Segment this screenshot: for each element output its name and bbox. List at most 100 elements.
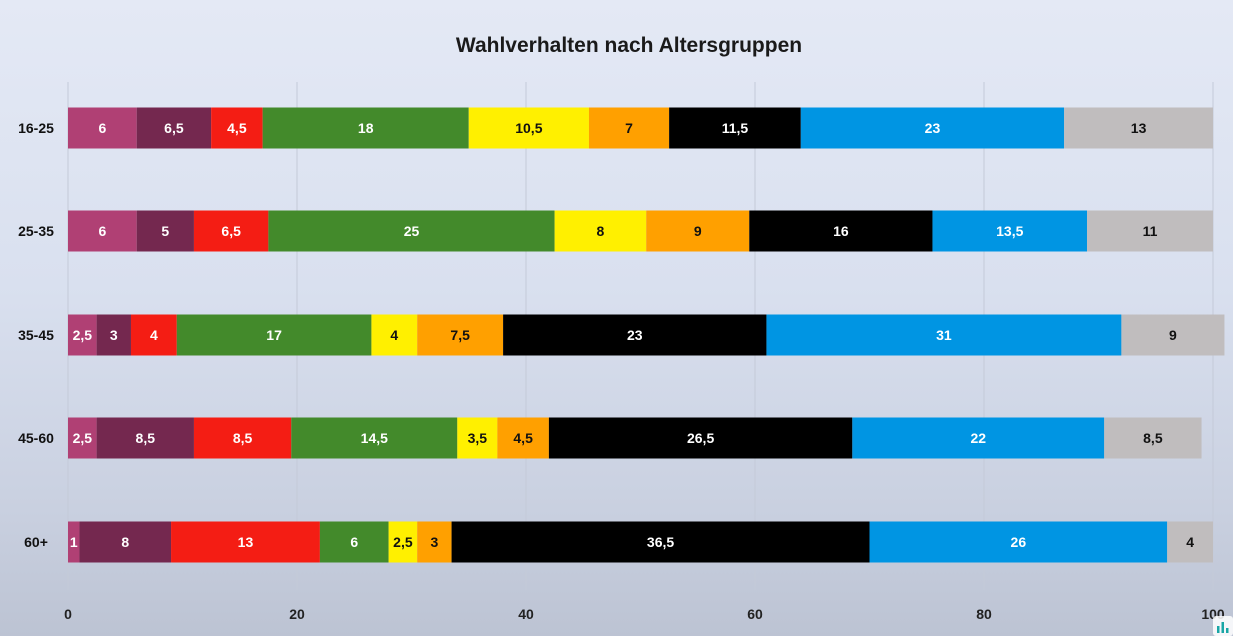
bar-segment [96,314,131,356]
data-label: 8,5 [1143,430,1163,446]
data-label: 23 [925,120,941,136]
data-label: 26 [1011,534,1027,550]
bar-segment [130,314,177,356]
bar-segment [932,210,1088,252]
data-label: 6 [98,120,106,136]
bar-segment [171,521,320,563]
x-tick-label: 40 [518,606,534,622]
bar-segment [669,107,801,149]
data-label: 9 [1169,327,1177,343]
data-label: 10,5 [515,120,542,136]
data-label: 1 [70,534,78,550]
data-label: 26,5 [687,430,714,446]
data-label: 3 [431,534,439,550]
bar-segment [136,210,194,252]
bar-segment [588,107,670,149]
data-label: 9 [694,223,702,239]
data-label: 6,5 [164,120,184,136]
data-label: 6 [98,223,106,239]
data-label: 8 [121,534,129,550]
bar-segment [852,417,1105,459]
data-label: 2,5 [393,534,413,550]
category-label: 45-60 [18,430,54,446]
bar-segment [96,417,194,459]
bar-segment [68,210,137,252]
x-tick-label: 80 [976,606,992,622]
data-label: 23 [627,327,643,343]
data-label: 4 [390,327,398,343]
data-label: 5 [161,223,169,239]
bar-segment [136,107,212,149]
data-label: 3 [110,327,118,343]
bar-segment [468,107,589,149]
bar-segment [1121,314,1225,356]
data-label: 36,5 [647,534,674,550]
data-label: 11,5 [722,120,749,136]
bar-segment [457,417,498,459]
category-labels: 16-25 25-35 35-45 45-60 60+ [18,120,54,550]
bar-segment [497,417,549,459]
category-label: 16-25 [18,120,54,136]
bars: 6 6,5 4,5 18 10,5 7 11,5 23 136 5 6,5 25 8 9 16 13,5 112… [68,107,1225,563]
data-label: 3,5 [468,430,488,446]
data-label: 4 [1186,534,1194,550]
bar-segment [1167,521,1213,563]
data-label: 16 [833,223,849,239]
bar-segment [68,107,137,149]
x-axis-ticks: 0 20 40 60 80 100 [64,606,1225,622]
bar-segment [68,314,97,356]
bar-segment [554,210,647,252]
bar-segment [68,521,80,563]
bar-segment [646,210,750,252]
bar-segment [176,314,372,356]
bar-chart-logo-icon [1213,616,1233,636]
bar-segment [371,314,418,356]
data-label: 4 [150,327,158,343]
bar-segment [262,107,469,149]
bar-segment [193,210,269,252]
data-label: 13 [238,534,254,550]
data-label: 6 [350,534,358,550]
data-label: 13 [1131,120,1147,136]
bar-segment [68,417,97,459]
bar-segment [268,210,555,252]
bar-segment [291,417,458,459]
bar-segment [417,314,504,356]
bar-segment [1087,210,1213,252]
bar-segment [451,521,870,563]
data-label: 4,5 [513,430,533,446]
data-label: 4,5 [227,120,247,136]
x-tick-label: 0 [64,606,72,622]
data-label: 22 [970,430,986,446]
data-label: 6,5 [221,223,241,239]
x-tick-label: 20 [289,606,305,622]
bar-segment [388,521,418,563]
category-label: 60+ [24,534,48,550]
bar-segment [211,107,263,149]
data-label: 8,5 [136,430,156,446]
data-label: 8,5 [233,430,253,446]
data-label: 31 [936,327,952,343]
bar-segment [749,210,933,252]
data-label: 11 [1143,223,1158,239]
data-label: 2,5 [73,327,93,343]
bar-segment [548,417,853,459]
chart-title: Wahlverhalten nach Altersgruppen [456,34,802,57]
data-label: 7 [625,120,633,136]
category-label: 25-35 [18,223,54,239]
bar-segment [766,314,1122,356]
bar-segment [193,417,292,459]
data-label: 25 [404,223,420,239]
bar-segment [417,521,452,563]
category-label: 35-45 [18,327,54,343]
data-label: 7,5 [450,327,470,343]
bar-segment [1064,107,1213,149]
bar-segment [1104,417,1202,459]
x-tick-label: 60 [747,606,763,622]
data-label: 14,5 [361,430,388,446]
data-label: 8 [597,223,605,239]
bar-segment [503,314,767,356]
bar-segment [869,521,1168,563]
bar-segment [79,521,172,563]
